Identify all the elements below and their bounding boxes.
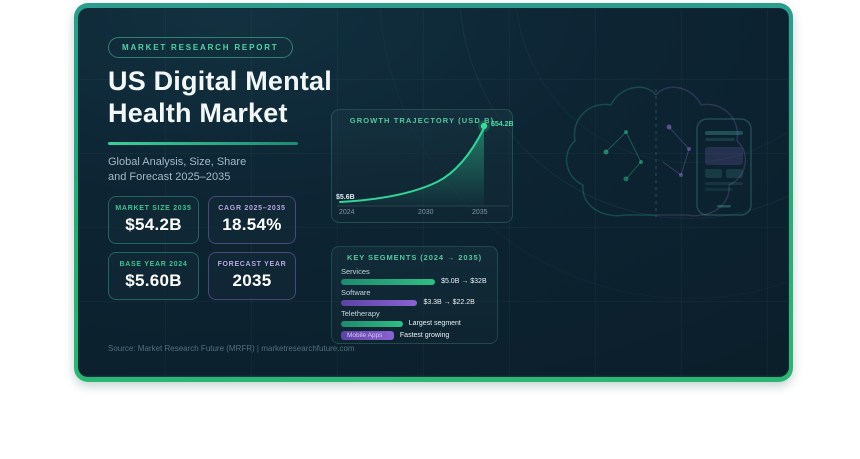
- segment-label: Teletherapy: [341, 309, 380, 318]
- stat-label: CAGR 2025–2035: [218, 205, 286, 212]
- segment-value: $5.0B → $32B: [441, 278, 487, 285]
- segment-label: Mobile Apps: [347, 332, 383, 339]
- stat-card-forecast-year: FORECAST YEAR 2035: [208, 252, 296, 300]
- segment-bar: [341, 320, 403, 327]
- subtitle-line2: and Forecast 2025–2035: [108, 171, 231, 183]
- subtitle: Global Analysis, Size, Share and Forecas…: [108, 155, 246, 185]
- endpoint-dot: [480, 122, 488, 130]
- page-title-line2: Health Market: [108, 98, 288, 128]
- segment-row-software: Software $3.3B → $22.2B: [341, 288, 488, 306]
- source-attribution: Source: Market Research Future (MRFR) | …: [108, 344, 355, 353]
- key-segments-panel: KEY SEGMENTS (2024 → 2035) Services $5.0…: [331, 246, 498, 344]
- stat-cards-grid: MARKET SIZE 2035 $54.2B CAGR 2025–2035 1…: [108, 196, 296, 300]
- stat-label: FORECAST YEAR: [217, 261, 287, 268]
- brain-cloud-right-half: [655, 86, 747, 217]
- stat-label: MARKET SIZE 2035: [115, 205, 192, 212]
- x-tick: 2035: [472, 209, 488, 216]
- growth-trajectory-chart: GROWTH TRAJECTORY (USD B) $5.6B $54.2B 2…: [331, 109, 514, 223]
- segment-value: Largest segment: [408, 320, 461, 327]
- chart-end-value-label: $54.2B: [491, 121, 514, 128]
- x-tick: 2030: [418, 209, 434, 216]
- segments-title: KEY SEGMENTS (2024 → 2035): [347, 253, 482, 262]
- segment-bar: [341, 278, 436, 285]
- segment-row-services: Services $5.0B → $32B: [341, 267, 488, 285]
- page-title: US Digital Mental Health Market: [108, 65, 332, 129]
- title-underline: [108, 142, 298, 145]
- report-card: MARKET RESEARCH REPORT US Digital Mental…: [78, 8, 789, 377]
- segment-bar: [341, 299, 418, 306]
- stat-card-market-size: MARKET SIZE 2035 $54.2B: [108, 196, 199, 244]
- smartphone-outline: [696, 118, 752, 216]
- growth-curve: [337, 120, 509, 207]
- subtitle-line1: Global Analysis, Size, Share: [108, 156, 247, 168]
- growth-line: [339, 127, 485, 203]
- segment-label: Software: [341, 288, 371, 297]
- report-type-badge: MARKET RESEARCH REPORT: [108, 37, 293, 58]
- segment-row-teletherapy: Teletherapy Largest segment: [341, 309, 488, 327]
- segment-bar: Mobile Apps: [341, 331, 394, 340]
- stat-value: $54.2B: [125, 215, 182, 234]
- brain-cloud-phone-illustration: [565, 86, 752, 217]
- chart-start-value-label: $5.6B: [336, 194, 355, 201]
- segment-value: Fastest growing: [399, 332, 450, 339]
- stat-card-cagr: CAGR 2025–2035 18.54%: [208, 196, 296, 244]
- area-fill: [340, 128, 484, 206]
- page-title-line1: US Digital Mental: [108, 66, 332, 96]
- stat-value: 2035: [232, 271, 272, 290]
- segment-value: $3.3B → $22.2B: [423, 299, 475, 306]
- segment-label: Services: [341, 267, 370, 276]
- stat-value: 18.54%: [222, 215, 282, 234]
- neural-network-nodes: [603, 124, 691, 182]
- stat-label: BASE YEAR 2024: [119, 261, 188, 268]
- stat-value: $5.60B: [125, 271, 182, 290]
- chart-title: GROWTH TRAJECTORY (USD B): [349, 116, 495, 125]
- segment-row-mobile-apps: Mobile Apps Fastest growing: [341, 331, 488, 340]
- brain-cloud-left-half: [565, 86, 657, 217]
- x-tick: 2024: [339, 209, 355, 216]
- stat-card-base-year: BASE YEAR 2024 $5.60B: [108, 252, 199, 300]
